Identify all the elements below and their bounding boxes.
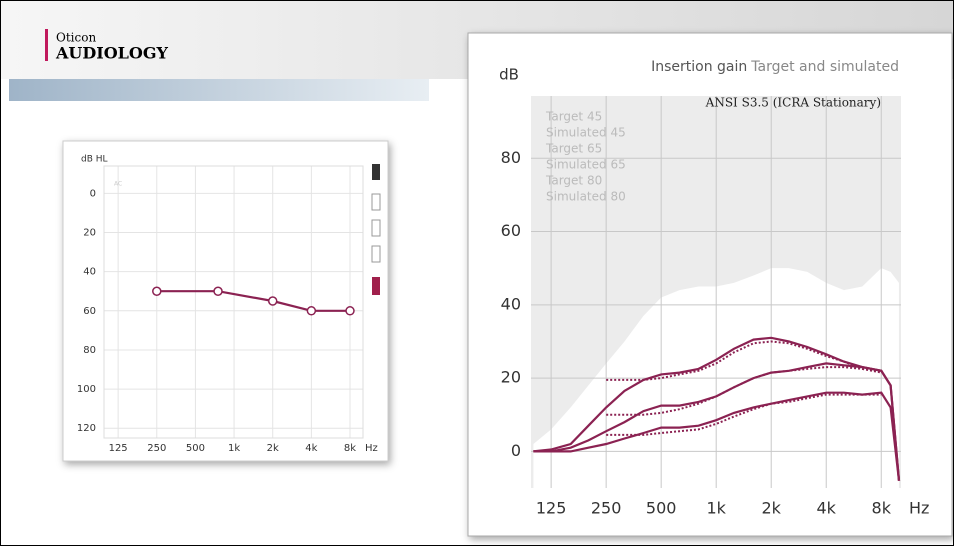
x-tick-label: 250 [591,499,622,518]
series-line [533,362,901,481]
point [345,306,355,316]
legend-entry: Simulated 80 [546,190,626,204]
series-line [606,393,882,436]
x-tick-label: 1k [228,443,240,454]
x-tick-label: 8k [872,499,892,518]
x-tick-label: 2k [267,443,279,454]
x-tick-label: 2k [761,499,781,518]
toolbar-button[interactable] [371,219,381,237]
toolbar-button[interactable] [371,193,381,211]
audiogram-card [62,140,389,462]
title: Insertion gain [651,59,747,75]
x-tick-label: 125 [109,443,128,454]
x-unit: Hz [365,443,378,454]
brand: Oticon [56,31,96,45]
y-tick-label: 0 [90,188,96,199]
toolbar-button[interactable] [371,245,381,263]
point [152,286,162,296]
product: AUDIOLOGY [55,44,169,63]
legend-entry: Target 65 [545,142,602,156]
y-axis-label: dB [499,66,519,84]
y-axis-label: dB HL [81,155,108,165]
y-tick-label: 40 [501,294,521,313]
y-tick-label: 60 [501,221,521,240]
y-tick-label: 20 [83,228,96,239]
x-tick-label: 8k [344,443,356,454]
y-tick-label: 40 [83,267,96,278]
y-tick-label: 120 [77,423,96,434]
legend-entry: Target 80 [545,174,602,188]
y-tick-label: 0 [511,441,521,460]
series-line [533,391,901,481]
point [306,306,317,316]
annotation: AC [114,181,122,188]
legend-entry: Simulated 65 [546,158,626,172]
x-unit: Hz [909,499,929,518]
logo-bar [45,29,48,61]
y-tick-label: 20 [501,368,521,387]
x-tick-label: 250 [147,443,166,454]
x-tick-label: 4k [305,443,317,454]
toolbar-button[interactable] [372,164,380,180]
x-tick-label: 500 [646,499,677,518]
series-line [606,366,882,416]
toolbar-button[interactable] [372,277,380,295]
subtitle: Target and simulated [750,59,899,75]
x-tick-label: 4k [817,499,837,518]
annotation: ANSI S3.5 (ICRA Stationary) [705,96,881,110]
x-tick-label: 1k [706,499,726,518]
y-tick-label: 100 [77,384,96,395]
point [213,286,223,296]
chart-title: Insertion gain Target and simulated [651,59,899,75]
x-tick-label: 500 [186,443,205,454]
y-tick-label: 80 [83,345,96,356]
legend-entry: Target 45 [545,110,602,124]
legend-entry: Simulated 45 [546,126,626,140]
x-tick-label: 125 [536,499,567,518]
point [267,296,278,306]
header-banner [9,79,429,101]
y-tick-label: 60 [83,306,96,317]
series-line [533,336,901,481]
plot-frame [103,165,364,439]
y-tick-label: 80 [501,148,521,167]
